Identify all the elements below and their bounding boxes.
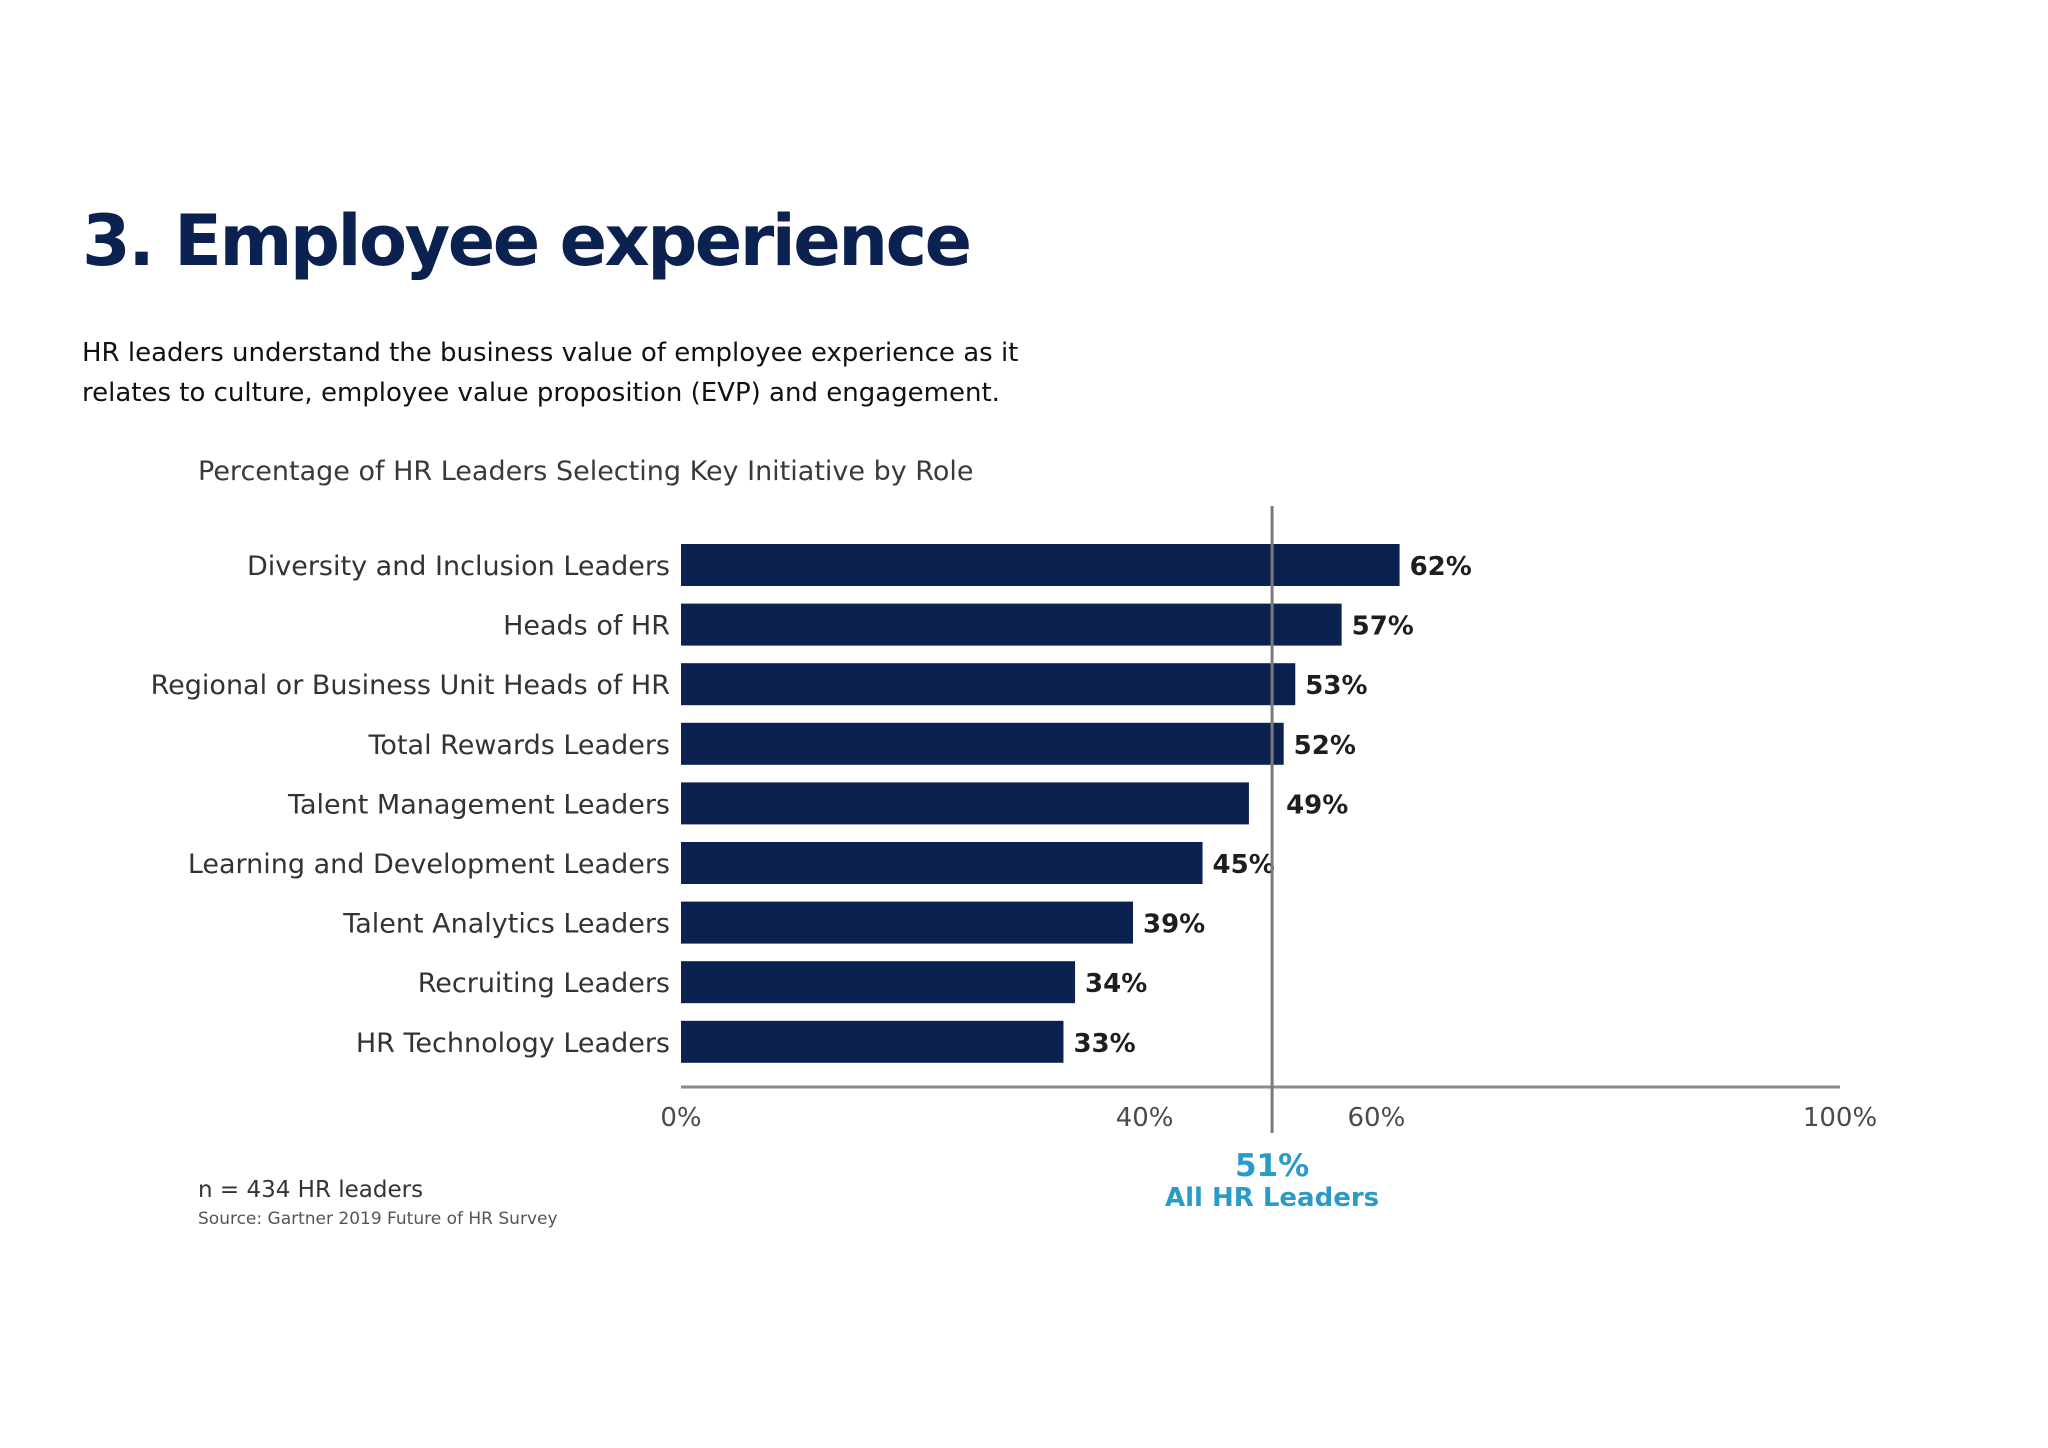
category-label: Total Rewards Leaders [368,730,670,761]
value-label: 49% [1286,790,1348,820]
bars-layer: Diversity and Inclusion Leaders 62% Heads … [151,544,1472,1063]
bar [681,1020,1064,1063]
bar [681,722,1284,765]
x-tick-label: 100% [1803,1103,1877,1133]
value-label: 53% [1305,671,1367,701]
category-label: Learning and Development Leaders [188,849,670,880]
sample-size-note: n = 434 HR leaders [198,1177,423,1203]
category-label: Recruiting Leaders [418,968,670,999]
category-label: Talent Management Leaders [287,789,670,820]
category-label: HR Technology Leaders [356,1028,670,1059]
bar [681,544,1400,586]
value-label: 62% [1410,552,1472,582]
value-label: 45% [1213,850,1275,880]
category-label: Diversity and Inclusion Leaders [247,551,670,582]
bar [681,603,1342,646]
bar [681,961,1076,1004]
category-label: Regional or Business Unit Heads of HR [151,670,670,701]
bar [681,663,1296,706]
intro-line: HR leaders understand the business value… [82,338,1019,368]
intro-line: relates to culture, employee value propo… [82,378,1000,408]
x-axis-ticks: 0% 40% 60% 100% [660,1103,1877,1133]
bar [681,842,1203,884]
value-label: 39% [1143,910,1205,940]
reference-label: All HR Leaders [1165,1183,1379,1213]
x-tick-label: 40% [1116,1103,1174,1133]
category-label: Talent Analytics Leaders [342,909,670,940]
value-label: 34% [1085,969,1147,999]
bar [681,782,1249,825]
x-tick-label: 0% [660,1103,701,1133]
intro-paragraph: HR leaders understand the business value… [82,333,1082,413]
value-label: 57% [1352,612,1414,642]
reference-value-label: 51% [1235,1148,1309,1184]
bar [681,901,1134,944]
value-label: 52% [1294,731,1356,761]
source-note: Source: Gartner 2019 Future of HR Survey [198,1209,558,1229]
x-tick-label: 60% [1348,1103,1406,1133]
value-label: 33% [1073,1029,1135,1059]
page-heading: 3. Employee experience [82,200,972,282]
category-label: Heads of HR [503,611,670,642]
chart-title: Percentage of HR Leaders Selecting Key I… [198,456,973,487]
